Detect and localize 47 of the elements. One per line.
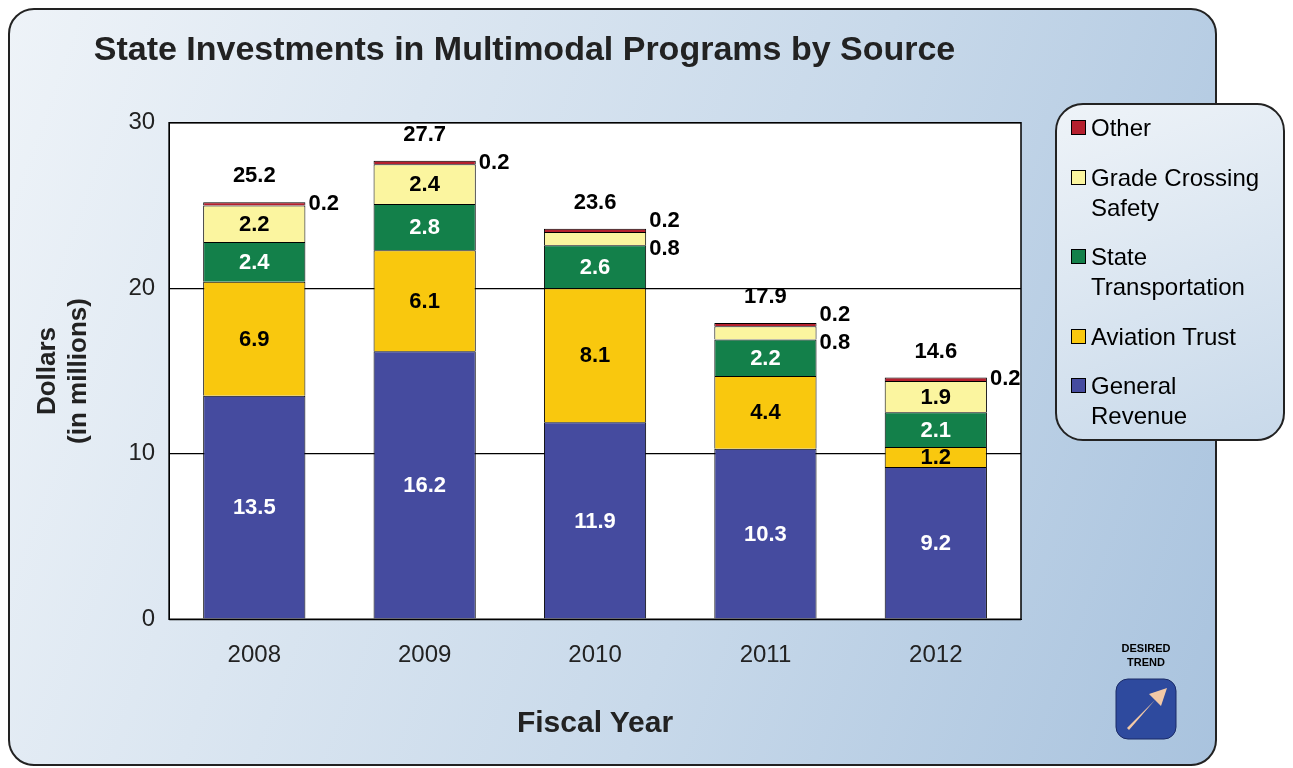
data-label: 0.2 — [308, 189, 339, 215]
total-label: 14.6 — [914, 337, 958, 363]
x-tick-label: 2011 — [739, 640, 792, 668]
data-label: 0.8 — [649, 234, 680, 260]
y-tick-label: 0 — [141, 603, 156, 631]
data-label: 2.2 — [750, 344, 781, 370]
text: DESIRED TREND — [1120, 641, 1172, 669]
data-label: 8.1 — [579, 342, 611, 368]
y-axis-title: Dollars (in millions) — [30, 298, 92, 444]
data-label: 2.4 — [409, 171, 441, 197]
data-label: 1.9 — [920, 383, 952, 409]
data-label: 0.2 — [478, 148, 510, 174]
data-label: 0.2 — [819, 300, 851, 326]
total-label: 25.2 — [232, 162, 276, 188]
legend-label: State Transportation — [1091, 242, 1246, 302]
x-tick-label: 2012 — [909, 640, 963, 668]
total-label: 23.6 — [573, 188, 617, 214]
data-label: 0.2 — [989, 365, 1021, 391]
data-label: 2.6 — [579, 253, 611, 279]
x-tick-label: 2009 — [397, 640, 452, 668]
data-label: 11.9 — [574, 507, 616, 533]
data-label: 1.2 — [920, 444, 952, 470]
data-label: 13.5 — [232, 494, 276, 520]
legend-label: Aviation Trust — [1091, 321, 1236, 352]
data-label: 0.8 — [819, 328, 851, 354]
y-tick-label: 20 — [128, 272, 156, 300]
legend-label: General Revenue — [1091, 371, 1189, 431]
legend-label: Grade Crossing Safety — [1091, 162, 1261, 223]
data-label: 10.3 — [744, 520, 787, 546]
data-label: 9.2 — [920, 529, 952, 555]
data-label: 0.2 — [649, 206, 680, 232]
data-label: 2.1 — [920, 416, 952, 442]
data-label: 6.1 — [409, 287, 440, 313]
y-tick-label: 30 — [128, 107, 156, 135]
data-label: 6.9 — [238, 325, 270, 351]
data-label: 2.8 — [409, 214, 440, 240]
data-label: 2.4 — [238, 248, 271, 274]
legend-label: Other — [1091, 113, 1152, 143]
total-label: 27.7 — [403, 120, 447, 146]
x-tick-label: 2010 — [568, 640, 622, 668]
data-label: 4.4 — [750, 399, 782, 425]
chart-title: State Investments in Multimodal Programs by Source — [93, 28, 956, 67]
data-label: 16.2 — [403, 471, 447, 497]
data-label: 2.2 — [238, 210, 270, 236]
y-tick-label: 10 — [128, 438, 156, 466]
x-axis-title: Fiscal Year — [516, 705, 674, 739]
x-tick-label: 2008 — [227, 640, 281, 668]
